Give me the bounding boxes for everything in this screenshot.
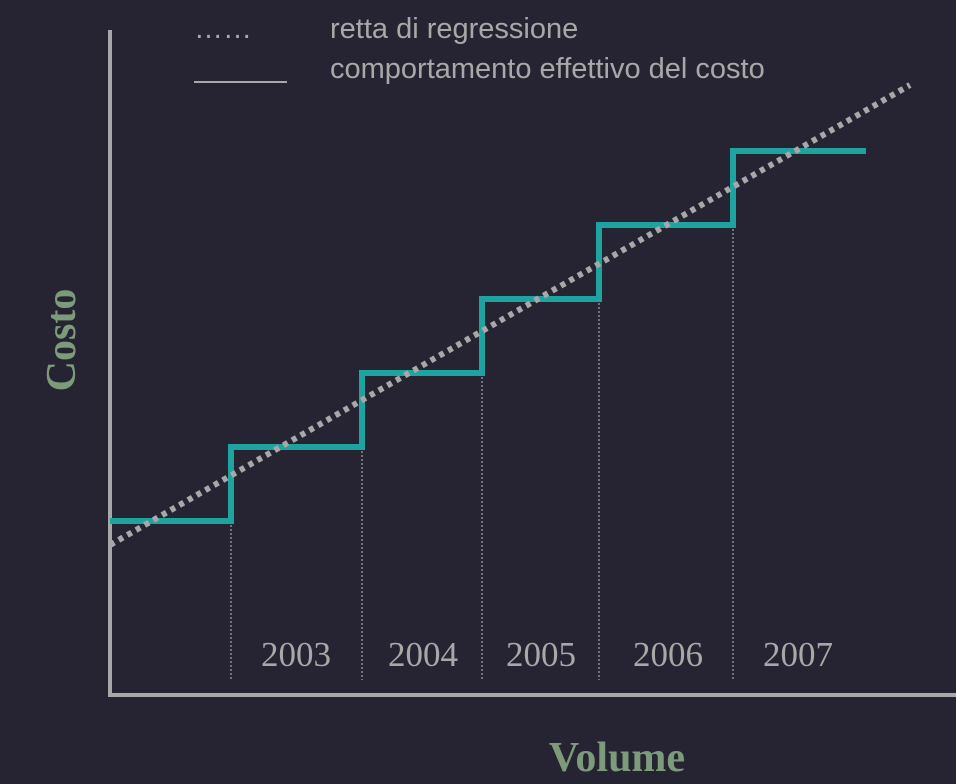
actual-cost-step-line	[110, 148, 866, 524]
legend-actual-label: comportamento effettivo del costo	[330, 53, 765, 85]
regression-line	[108, 82, 912, 548]
year-boundaries	[230, 225, 734, 680]
legend-regression-symbol: ……	[194, 13, 252, 45]
x-tick-label: 2006	[633, 635, 703, 674]
x-tick-label: 2004	[388, 635, 458, 674]
x-tick-label: 2003	[261, 635, 331, 674]
x-tick-label: 2007	[763, 635, 833, 674]
legend: …… retta di regressione comportamento ef…	[194, 13, 765, 85]
x-tick-labels: 2003 2004 2005 2006 2007	[261, 635, 833, 674]
legend-regression-label: retta di regressione	[330, 13, 578, 45]
y-axis-title: Costo	[39, 289, 85, 392]
x-axis-title: Volume	[549, 735, 685, 781]
x-tick-label: 2005	[506, 635, 576, 674]
